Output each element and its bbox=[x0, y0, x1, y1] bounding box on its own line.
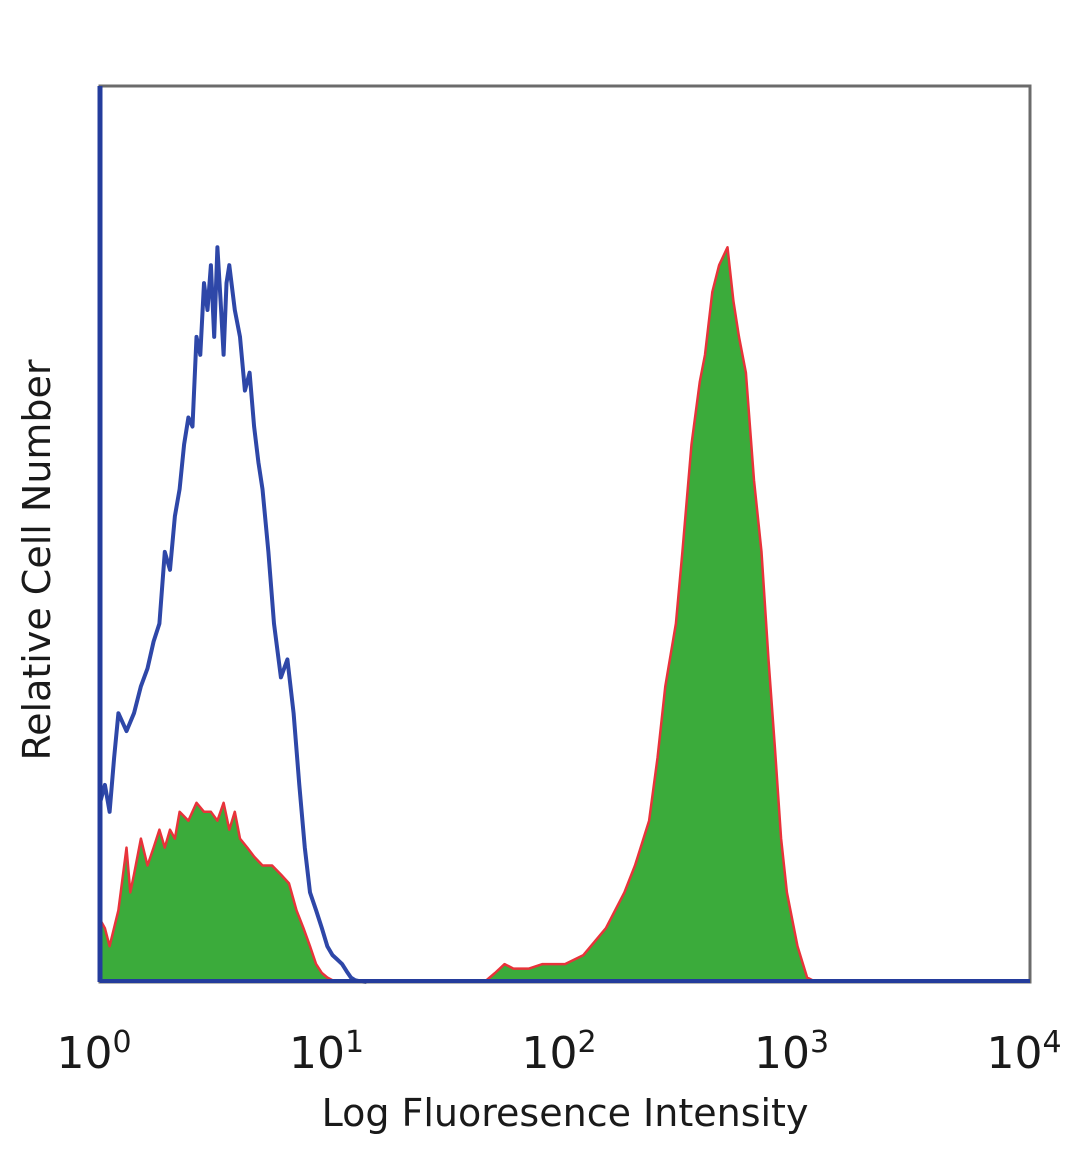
x-axis-title: Log Fluoresence Intensity bbox=[322, 1091, 809, 1135]
x-tick-label: 102 bbox=[521, 1025, 596, 1079]
stained-histogram-fill bbox=[100, 247, 1030, 983]
x-tick-labels: 100 101 102 103 104 bbox=[56, 1025, 1061, 1079]
x-tick-label: 101 bbox=[289, 1025, 364, 1079]
x-tick-label: 103 bbox=[754, 1025, 829, 1079]
series-layer bbox=[98, 245, 1030, 984]
y-axis-title: Relative Cell Number bbox=[15, 359, 59, 760]
x-tick-label: 100 bbox=[56, 1025, 131, 1079]
x-tick-label: 104 bbox=[986, 1025, 1061, 1079]
control-histogram-line bbox=[98, 245, 367, 984]
